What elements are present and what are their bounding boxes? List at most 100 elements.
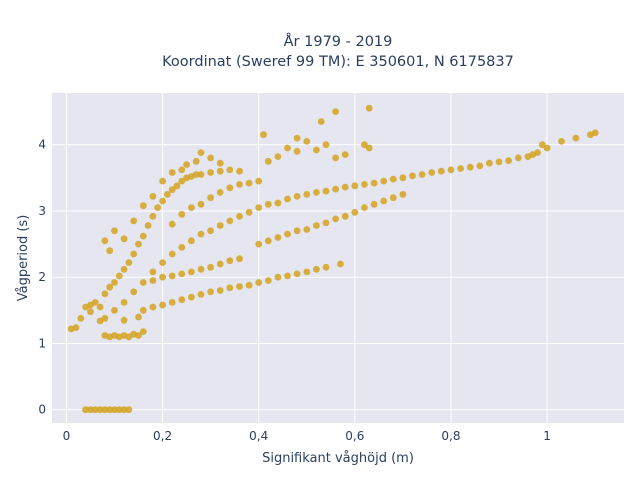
y-tick-label: 0 — [38, 403, 46, 417]
y-tick-label: 2 — [38, 270, 46, 284]
data-point — [361, 141, 368, 149]
data-point — [106, 406, 114, 414]
data-point — [476, 162, 484, 170]
data-point — [337, 260, 344, 268]
data-point — [168, 220, 176, 228]
data-point — [149, 303, 157, 311]
data-point — [130, 217, 138, 225]
data-point — [399, 191, 407, 198]
data-point — [341, 212, 349, 220]
data-point — [365, 104, 373, 112]
data-point — [178, 210, 186, 218]
data-point — [207, 288, 215, 296]
chart-title-line1: År 1979 - 2019 — [284, 33, 393, 50]
data-point — [120, 299, 128, 306]
data-point — [543, 144, 551, 152]
data-point — [216, 260, 224, 268]
data-point — [274, 199, 282, 207]
data-point — [303, 226, 311, 233]
data-point — [106, 247, 114, 255]
data-point — [255, 204, 263, 212]
data-point — [538, 141, 546, 149]
y-tick-label: 3 — [38, 204, 46, 218]
data-point — [216, 159, 224, 167]
data-point — [192, 157, 200, 165]
data-point — [72, 324, 80, 331]
data-point — [139, 232, 147, 240]
data-point — [149, 277, 157, 284]
data-point — [351, 182, 359, 190]
data-point — [264, 200, 272, 208]
data-point — [173, 182, 181, 190]
data-point — [245, 281, 253, 289]
data-point — [303, 268, 311, 276]
data-point — [111, 227, 118, 235]
x-tick-label: 0,8 — [441, 429, 460, 443]
data-point — [303, 138, 311, 145]
data-point — [125, 259, 133, 266]
data-point — [207, 169, 215, 176]
data-point — [313, 146, 320, 154]
data-point — [255, 177, 263, 185]
y-tick-label: 1 — [38, 336, 46, 350]
data-point — [207, 263, 215, 271]
data-point — [322, 141, 330, 149]
data-point — [466, 163, 474, 171]
data-point — [159, 197, 167, 205]
data-point — [322, 187, 330, 195]
x-tick-label: 0,6 — [345, 429, 364, 443]
data-point — [399, 174, 407, 182]
data-point — [144, 222, 152, 229]
data-point — [236, 283, 243, 290]
data-point — [255, 240, 263, 248]
chart-title-line2: Koordinat (Sweref 99 TM): E 350601, N 61… — [162, 54, 514, 70]
data-point — [154, 204, 162, 212]
data-point — [120, 406, 128, 414]
data-point — [139, 328, 147, 335]
data-point — [284, 272, 291, 280]
data-point — [255, 279, 263, 286]
data-point — [111, 406, 118, 414]
data-points — [67, 104, 599, 414]
data-point — [106, 283, 114, 291]
data-point — [226, 284, 234, 292]
data-point — [245, 208, 253, 216]
data-point — [332, 108, 339, 115]
data-point — [125, 406, 133, 414]
data-point — [284, 230, 291, 238]
data-point — [322, 263, 330, 271]
data-point — [120, 316, 128, 324]
data-point — [197, 171, 205, 178]
data-point — [245, 179, 253, 187]
data-point — [274, 273, 282, 281]
data-point — [428, 169, 436, 176]
data-point — [274, 234, 282, 241]
data-point — [236, 167, 243, 175]
data-point — [135, 240, 142, 248]
data-point — [207, 154, 215, 162]
data-point — [226, 217, 234, 225]
data-point — [115, 406, 123, 414]
data-point — [135, 313, 142, 321]
data-point — [505, 157, 512, 165]
data-point — [197, 291, 205, 298]
data-point — [82, 406, 89, 414]
data-point — [96, 303, 104, 311]
x-tick-label: 1 — [543, 429, 551, 443]
data-point — [197, 149, 205, 157]
data-point — [168, 272, 176, 280]
data-point — [293, 270, 301, 278]
x-tick-label: 0,2 — [153, 429, 172, 443]
data-point — [365, 144, 373, 152]
data-point — [216, 222, 224, 229]
data-point — [178, 270, 186, 278]
data-point — [380, 177, 388, 185]
data-point — [322, 219, 330, 227]
data-point — [168, 169, 176, 176]
data-point — [351, 208, 359, 216]
data-point — [341, 151, 349, 159]
data-point — [332, 215, 339, 223]
data-point — [168, 250, 176, 258]
data-point — [91, 299, 99, 306]
